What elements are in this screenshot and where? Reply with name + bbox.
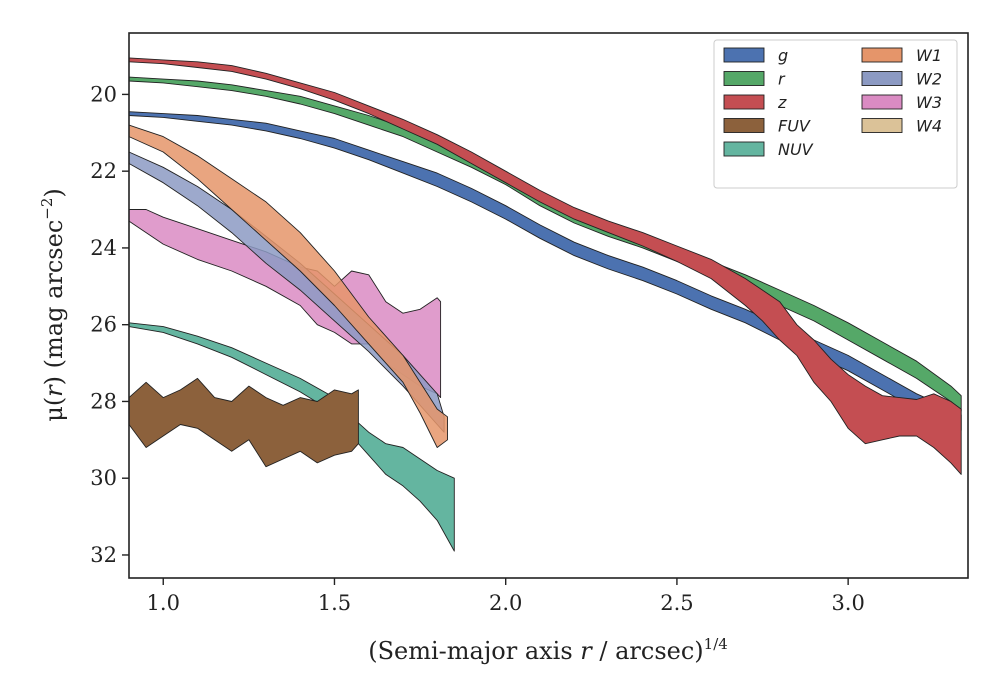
legend-label: W3	[916, 93, 942, 112]
legend-item-z: z	[723, 93, 787, 112]
y-tick-label: 24	[90, 236, 117, 260]
x-tick-label: 2.0	[489, 591, 522, 615]
y-axis-label: μ(r) (mag arcsec−2)	[38, 188, 68, 422]
band-nuv	[128, 322, 455, 552]
x-axis-label-middle: / arcsec)	[592, 637, 704, 665]
x-tick-label: 3.0	[831, 591, 864, 615]
y-tick-label: 26	[90, 313, 117, 337]
band-fuv	[128, 377, 359, 468]
legend-item-w4: W4	[861, 117, 942, 136]
legend-label: W2	[916, 70, 942, 89]
plot-area	[128, 57, 962, 552]
legend-swatch	[723, 118, 765, 133]
x-axis-label-sup: 1/4	[704, 635, 728, 653]
legend-item-g: g	[723, 46, 788, 65]
x-axis: 1.0 1.5 2.0 2.5 3.0	[147, 578, 865, 615]
legend-item-w1: W1	[861, 46, 942, 65]
legend-item-nuv: NUV	[723, 140, 814, 159]
legend: grz FUV NUV W1 W2 W3 W4	[713, 39, 958, 189]
legend-swatch	[861, 47, 903, 63]
band-z	[128, 57, 962, 475]
y-tick-label: 22	[90, 159, 117, 183]
x-tick-label: 2.5	[660, 591, 693, 615]
legend-swatch	[723, 47, 765, 63]
band-w1	[128, 124, 448, 448]
legend-swatch	[861, 118, 903, 133]
x-tick-label: 1.5	[318, 591, 351, 615]
y-tick-label: 32	[90, 543, 117, 567]
legend-item-r: r	[723, 70, 786, 89]
legend-item-w2: W2	[861, 70, 942, 89]
legend-label: r	[778, 70, 786, 89]
y-axis-label-mu: μ(	[40, 397, 68, 422]
y-axis: 20 22 24 26 28 30 32	[90, 82, 129, 567]
x-tick-label: 1.0	[147, 591, 180, 615]
legend-swatch	[723, 141, 765, 157]
legend-swatch	[723, 94, 765, 110]
y-axis-label-var: r	[40, 384, 68, 397]
legend-swatch	[723, 71, 765, 86]
legend-swatch	[861, 71, 903, 86]
x-axis-label-prefix: (Semi-major axis	[368, 637, 580, 665]
legend-label: W4	[916, 117, 942, 136]
legend-label: W1	[916, 46, 942, 65]
x-axis-label: (Semi-major axis r / arcsec)1/4	[368, 635, 728, 665]
plot-frame	[128, 32, 969, 579]
legend-item-w3: W3	[861, 93, 942, 112]
y-tick-label: 30	[90, 466, 117, 490]
legend-label: FUV	[778, 117, 811, 136]
y-axis-label-rest: ) (mag arcsec	[40, 220, 68, 386]
legend-label: NUV	[778, 140, 814, 159]
legend-swatch	[861, 94, 903, 110]
x-axis-label-var: r	[580, 637, 593, 665]
y-tick-label: 28	[90, 389, 117, 413]
legend-item-fuv: FUV	[723, 117, 811, 136]
legend-label: g	[778, 46, 788, 65]
legend-label: z	[777, 93, 787, 112]
y-tick-label: 20	[90, 82, 117, 106]
y-axis-label-sup: −2	[38, 198, 56, 220]
y-axis-label-close: )	[40, 188, 68, 197]
